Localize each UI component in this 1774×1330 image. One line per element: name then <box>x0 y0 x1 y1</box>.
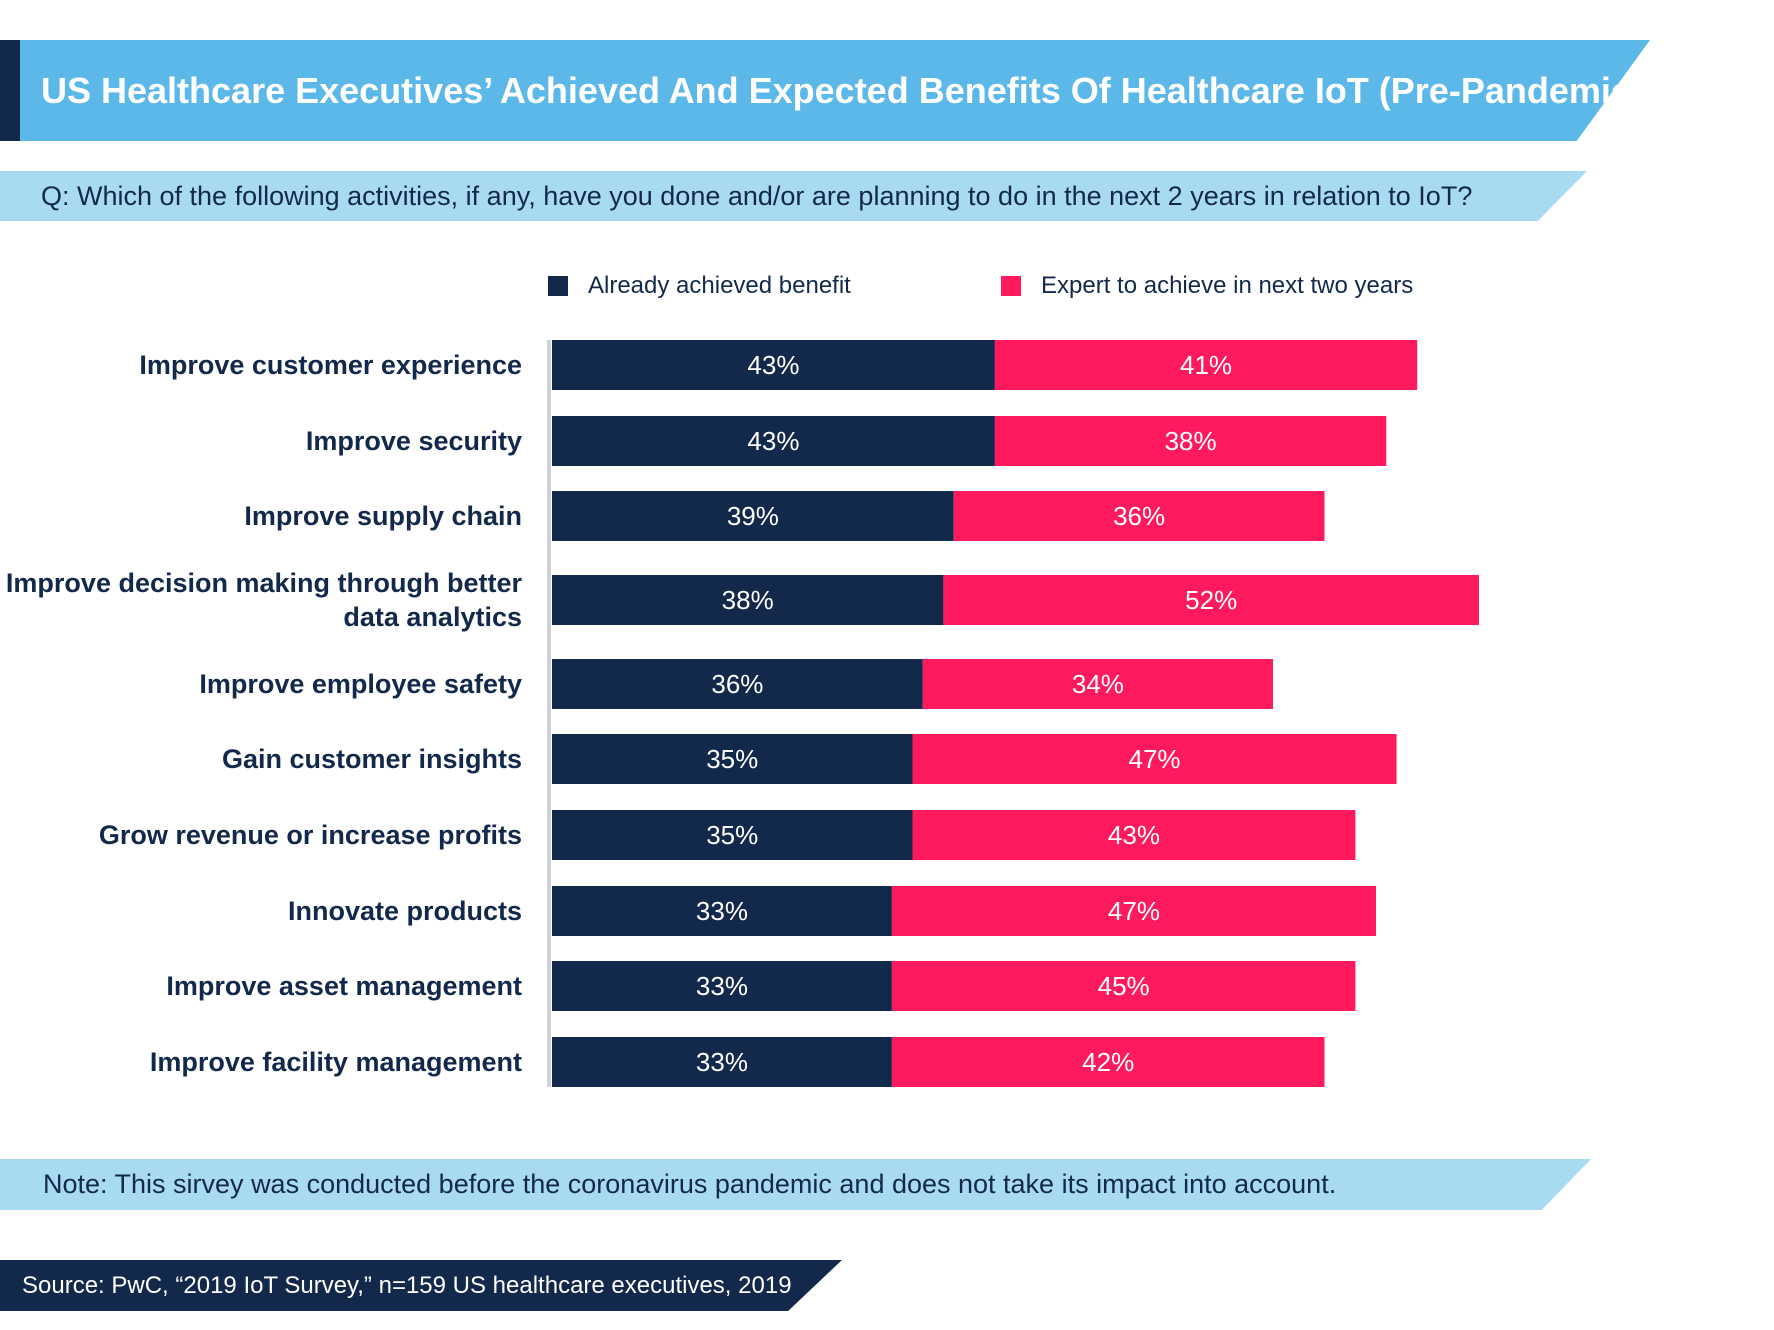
survey-question: Q: Which of the following activities, if… <box>41 181 1473 211</box>
legend-item-expected: Expert to achieve in next two years <box>1001 272 1414 299</box>
data-label-expected: 47% <box>1108 896 1160 926</box>
legend-swatch-expected <box>1001 276 1021 296</box>
category-label: Improve customer experience <box>139 350 522 380</box>
bar-achieved <box>552 810 913 860</box>
data-label-expected: 42% <box>1082 1047 1134 1077</box>
category-label: Improve facility management <box>150 1047 522 1077</box>
data-label-achieved: 33% <box>696 1047 748 1077</box>
data-label-achieved: 33% <box>696 971 748 1001</box>
bar-expected <box>891 961 1356 1011</box>
data-label-expected: 36% <box>1113 501 1165 531</box>
bar-expected <box>943 575 1479 625</box>
bar-expected <box>912 734 1397 784</box>
category-label: Improve asset management <box>166 971 522 1001</box>
data-label-achieved: 36% <box>711 669 763 699</box>
data-label-expected: 52% <box>1185 585 1237 615</box>
bar-achieved <box>552 340 995 390</box>
bar-achieved <box>552 886 892 936</box>
legend-item-achieved: Already achieved benefit <box>548 272 851 299</box>
data-label-expected: 41% <box>1180 350 1232 380</box>
legend-label-achieved: Already achieved benefit <box>588 272 851 299</box>
stacked-bar-chart: Improve customer experience 43% 41% Improve… <box>6 340 1479 1087</box>
bar-expected <box>912 810 1356 860</box>
note-banner <box>0 1159 1591 1210</box>
bar-expected <box>922 659 1273 709</box>
category-label: Improve supply chain <box>244 501 522 531</box>
survey-note: Note: This sirvey was conducted before t… <box>43 1169 1337 1199</box>
bar-achieved <box>552 1037 892 1087</box>
title-accent-bar <box>0 40 20 141</box>
category-label: Innovate products <box>288 896 522 926</box>
bar-achieved <box>552 416 995 466</box>
category-label: Improve decision making through better da… <box>6 568 523 632</box>
source-citation: Source: PwC, “2019 IoT Survey,” n=159 US… <box>22 1272 792 1299</box>
data-label-achieved: 35% <box>706 820 758 850</box>
data-label-expected: 38% <box>1165 426 1217 456</box>
bar-expected <box>953 491 1325 541</box>
category-label: Improve security <box>306 426 522 456</box>
data-label-achieved: 38% <box>722 585 774 615</box>
data-label-expected: 34% <box>1072 669 1124 699</box>
category-label: Grow revenue or increase profits <box>99 820 522 850</box>
category-label: Improve employee safety <box>199 669 522 699</box>
question-banner <box>0 171 1587 221</box>
bar-achieved <box>552 734 913 784</box>
category-label: Gain customer insights <box>222 744 522 774</box>
bar-expected <box>994 416 1387 466</box>
data-label-achieved: 43% <box>747 350 799 380</box>
bar-achieved <box>552 659 923 709</box>
legend-label-expected: Expert to achieve in next two years <box>1041 272 1414 299</box>
chart-title: US Healthcare Executives’ Achieved And E… <box>41 70 1643 111</box>
bar-expected <box>891 1037 1325 1087</box>
data-label-achieved: 43% <box>747 426 799 456</box>
data-label-expected: 45% <box>1098 971 1150 1001</box>
legend-swatch-achieved <box>548 276 568 296</box>
bar-achieved <box>552 491 954 541</box>
bar-expected <box>891 886 1376 936</box>
data-label-expected: 43% <box>1108 820 1160 850</box>
bar-achieved <box>552 575 944 625</box>
bar-expected <box>994 340 1418 390</box>
data-label-achieved: 39% <box>727 501 779 531</box>
data-label-achieved: 33% <box>696 896 748 926</box>
title-banner <box>20 40 1650 141</box>
source-banner <box>0 1260 842 1311</box>
data-label-achieved: 35% <box>706 744 758 774</box>
data-label-expected: 47% <box>1129 744 1181 774</box>
bar-achieved <box>552 961 892 1011</box>
